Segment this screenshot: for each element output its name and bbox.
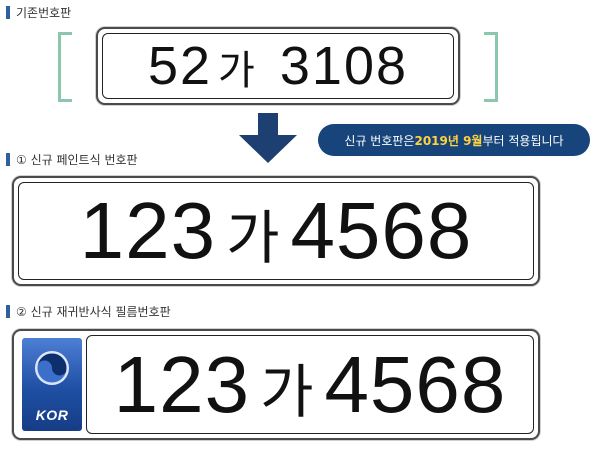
section-marker [6, 5, 10, 19]
film-plate-text: 123 가 4568 [114, 344, 507, 426]
film-plate-inner: 123 가 4568 [86, 335, 534, 434]
plate-hangul: 가 [218, 48, 257, 94]
existing-plate-text: 52 가 3108 [148, 39, 408, 93]
section-film-title: ② 신규 재귀반사식 필름번호판 [16, 304, 171, 319]
existing-plate-inner: 52 가 3108 [102, 33, 454, 99]
paint-plate-text: 123 가 4568 [80, 191, 473, 271]
left-bracket [58, 32, 72, 102]
section-paint-title: ① 신규 페인트식 번호판 [16, 152, 138, 167]
notice-before: 신규 번호판은 [344, 133, 415, 148]
plate-number: 4568 [290, 186, 473, 275]
kor-band: KOR [22, 338, 82, 431]
section-existing-title: 기존번호판 [16, 5, 72, 20]
film-plate: KOR 123 가 4568 [12, 329, 540, 440]
plate-prefix: 123 [113, 339, 251, 429]
section-marker [6, 304, 10, 318]
right-bracket [484, 32, 498, 102]
paint-plate: 123 가 4568 [12, 176, 540, 286]
notice-date: 2019년 9월 [414, 133, 483, 148]
plate-hangul: 가 [260, 357, 315, 426]
notice-after: 부터 적용됩니다 [482, 133, 564, 148]
taegeuk-emblem-icon [35, 351, 69, 385]
plate-number: 4568 [324, 339, 507, 429]
plate-number: 3108 [279, 36, 409, 96]
band-kor-text: KOR [35, 407, 69, 423]
notice-banner: 신규 번호판은 2019년 9월 부터 적용됩니다 [318, 124, 590, 156]
section-paint-label: ① 신규 페인트식 번호판 [6, 151, 138, 167]
section-film-label: ② 신규 재귀반사식 필름번호판 [6, 303, 171, 319]
section-existing-label: 기존번호판 [6, 4, 71, 20]
plate-hangul: 가 [226, 204, 281, 272]
paint-plate-inner: 123 가 4568 [18, 182, 534, 280]
plate-prefix: 52 [147, 36, 213, 96]
plate-prefix: 123 [79, 186, 217, 275]
down-arrow-icon [239, 113, 297, 163]
existing-plate: 52 가 3108 [96, 27, 460, 105]
section-marker [6, 152, 10, 166]
